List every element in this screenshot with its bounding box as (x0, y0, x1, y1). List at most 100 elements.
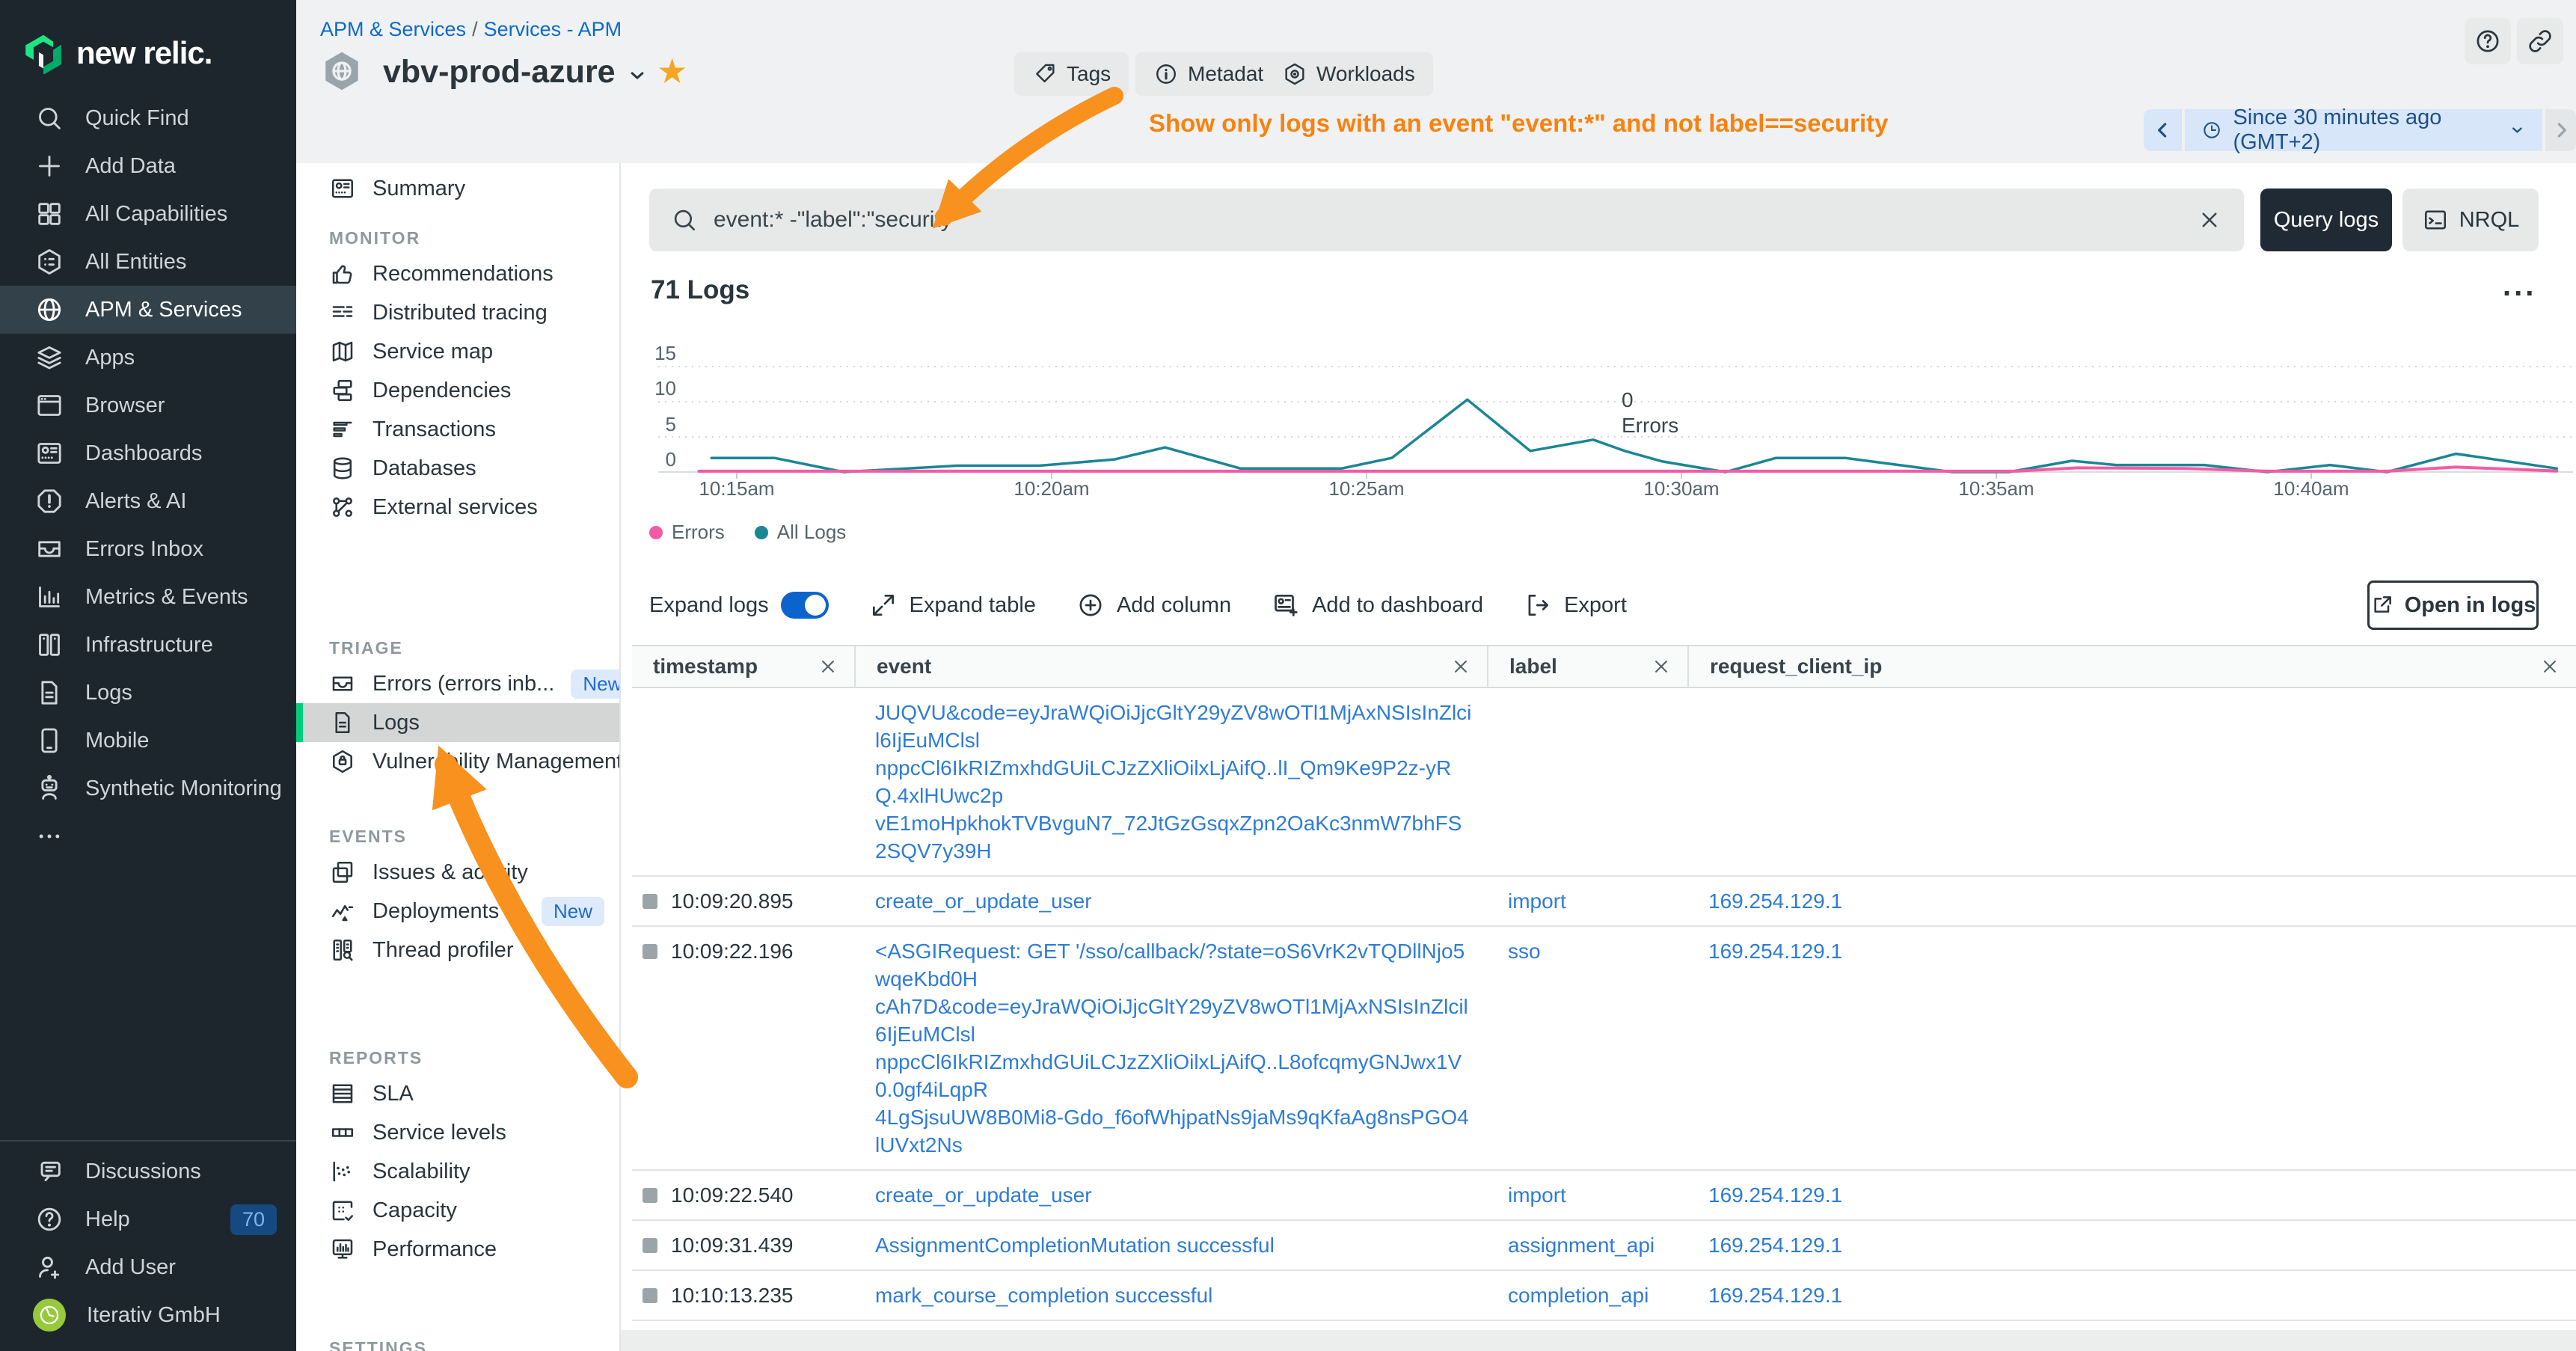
sidebar-item-all-entities[interactable]: All Entities (0, 238, 296, 286)
subnav-item-vulnerability-management[interactable]: Vulnerability Management (296, 742, 619, 781)
log-event-link[interactable]: create_or_update_user (875, 889, 1092, 913)
time-back-button[interactable] (2144, 109, 2183, 151)
subnav-item-logs[interactable]: Logs (296, 703, 619, 742)
log-row[interactable]: 10:09:22.540 create_or_update_user import 1… (632, 1171, 2576, 1221)
sidebar-item-metrics-events[interactable]: Metrics & Events (0, 573, 296, 621)
log-event-link[interactable]: cAh7D&code=eyJraWQiOiJjcGltY29yZV8wOTl1M… (875, 995, 1468, 1046)
time-forward-button[interactable] (2545, 109, 2576, 151)
subnav-item-summary[interactable]: Summary (296, 169, 619, 208)
sidebar-item-alerts-ai[interactable]: Alerts & AI (0, 477, 296, 525)
log-event-link[interactable]: nppcCl6IkRIZmxhdGUiLCJzZXliOilxLjAifQ..L… (875, 1050, 1462, 1101)
sidebar-item-browser[interactable]: Browser (0, 382, 296, 429)
legend-errors[interactable]: Errors (649, 521, 725, 544)
subnav-item-issues-activity[interactable]: Issues & activity (296, 853, 619, 892)
clear-search-icon[interactable] (2196, 206, 2223, 233)
log-event-link[interactable]: mark_course_completion successful (875, 1284, 1213, 1307)
sidebar-item-errors-inbox[interactable]: Errors Inbox (0, 525, 296, 573)
subnav-item-transactions[interactable]: Transactions (296, 410, 619, 449)
expand-logs-toggle[interactable] (780, 592, 829, 619)
log-event-link[interactable]: JUQVU&code=eyJraWQiOiJjcGltY29yZV8wOTl1M… (875, 701, 1472, 752)
log-event-link[interactable]: <ASGIRequest: GET '/sso/callback/?state=… (875, 940, 1465, 990)
sidebar-item-add-data[interactable]: Add Data (0, 142, 296, 190)
subnav-item-scalability[interactable]: Scalability (296, 1152, 619, 1191)
sidebar-item-quick-find[interactable]: Quick Find (0, 94, 296, 142)
log-event-link[interactable]: nppcCl6IkRIZmxhdGUiLCJzZXliOilxLjAifQ..l… (875, 756, 1452, 807)
entity-title[interactable]: vbv-prod-azure (383, 54, 648, 91)
sidebar-item-apm-services[interactable]: APM & Services (0, 286, 296, 334)
sidebar-item-logs[interactable]: Logs (0, 669, 296, 717)
sidebar-item-iterativ-gmbh[interactable]: Iterativ GmbH (0, 1291, 296, 1339)
sidebar-item-discussions[interactable]: Discussions (0, 1148, 296, 1195)
subnav-item-performance[interactable]: Performance (296, 1230, 619, 1269)
sidebar-item-mobile[interactable]: Mobile (0, 717, 296, 765)
subnav-item-deployments[interactable]: Deployments New (296, 892, 619, 931)
sidebar-item-dashboards[interactable]: Dashboards (0, 429, 296, 477)
favorite-star-icon[interactable]: ★ (657, 52, 688, 91)
sidebar-item-infrastructure[interactable]: Infrastructure (0, 621, 296, 669)
subnav-item-recommendations[interactable]: Recommendations (296, 254, 619, 293)
subnav-item-external-services[interactable]: External services (296, 488, 619, 527)
sidebar-item-more[interactable] (0, 812, 296, 860)
breadcrumb[interactable]: APM & Services / Services - APM (320, 18, 622, 40)
sidebar-item-help[interactable]: Help 70 (0, 1195, 296, 1243)
log-client-ip-link[interactable]: 169.254.129.1 (1708, 1284, 1843, 1307)
nrql-button[interactable]: NRQL (2402, 189, 2539, 251)
log-event-link[interactable]: 4LgSjsuUW8B0Mi8-Gdo_f6ofWhjpatNs9jaMs9qK… (875, 1106, 1469, 1157)
query-logs-button[interactable]: Query logs (2260, 189, 2392, 251)
sidebar-item-all-capabilities[interactable]: All Capabilities (0, 190, 296, 238)
chevron-down-icon[interactable] (626, 64, 648, 87)
log-event-link[interactable]: create_or_update_user (875, 1183, 1092, 1207)
open-in-logs-button[interactable]: Open in logs (2367, 580, 2539, 630)
remove-column-icon[interactable] (817, 655, 839, 678)
time-range-button[interactable]: Since 30 minutes ago (GMT+2) (2185, 105, 2543, 154)
tags-button[interactable]: Tags (1014, 52, 1129, 96)
log-event-link[interactable]: vE1moHpkhokTVBvguN7_72JtGzGsqxZpn2OaKc3n… (875, 812, 1462, 863)
remove-column-icon[interactable] (1650, 655, 1672, 678)
add-to-dashboard-button[interactable]: Add to dashboard (1272, 591, 1483, 619)
log-row[interactable]: JUQVU&code=eyJraWQiOiJjcGltY29yZV8wOTl1M… (632, 688, 2576, 877)
logs-search-input[interactable] (714, 207, 2181, 233)
export-button[interactable]: Export (1524, 591, 1627, 619)
subnav-item-databases[interactable]: Databases (296, 449, 619, 488)
remove-column-icon[interactable] (1450, 655, 1472, 678)
help-button[interactable] (2465, 18, 2511, 64)
log-client-ip-link[interactable]: 169.254.129.1 (1708, 1183, 1843, 1207)
legend-all-logs[interactable]: All Logs (754, 521, 846, 544)
log-row[interactable]: 10:10:13.235 mark_course_completion succe… (632, 1271, 2576, 1321)
breadcrumb-services[interactable]: Services - APM (483, 18, 622, 40)
subnav-item-capacity[interactable]: Capacity (296, 1191, 619, 1230)
log-label-link[interactable]: import (1508, 1183, 1566, 1207)
breadcrumb-apm[interactable]: APM & Services (320, 18, 467, 40)
sidebar-item-apps[interactable]: Apps (0, 334, 296, 382)
log-event-link[interactable]: AssignmentCompletionMutation successful (875, 1234, 1275, 1257)
log-label-link[interactable]: import (1508, 889, 1566, 913)
sidebar-item-label: Infrastructure (85, 632, 213, 657)
log-label-link[interactable]: assignment_api (1508, 1234, 1655, 1257)
logs-timeseries-chart[interactable] (658, 340, 2573, 501)
log-row[interactable]: 10:09:31.439 AssignmentCompletionMutation… (632, 1221, 2576, 1271)
subnav-item-service-levels[interactable]: Service levels (296, 1113, 619, 1152)
subnav-item-errors-errors-inb[interactable]: Errors (errors inb... New (296, 664, 619, 703)
chart-more-menu[interactable]: ... (2503, 269, 2537, 302)
log-client-ip-link[interactable]: 169.254.129.1 (1708, 889, 1843, 913)
sidebar-item-synthetic-monitoring[interactable]: Synthetic Monitoring (0, 765, 296, 812)
sidebar-item-add-user[interactable]: Add User (0, 1243, 296, 1291)
log-label-link[interactable]: sso (1508, 940, 1541, 963)
log-client-ip-link[interactable]: 169.254.129.1 (1708, 940, 1843, 963)
log-client-ip-link[interactable]: 169.254.129.1 (1708, 1234, 1843, 1257)
subnav-item-dependencies[interactable]: Dependencies (296, 371, 619, 410)
subnav-item-sla[interactable]: SLA (296, 1074, 619, 1113)
workloads-button[interactable]: Workloads (1264, 52, 1433, 96)
add-column-button[interactable]: Add column (1076, 591, 1231, 619)
log-row[interactable]: 10:09:20.895 create_or_update_user import 1… (632, 877, 2576, 927)
subnav-item-thread-profiler[interactable]: Thread profiler (296, 931, 619, 969)
log-row[interactable]: 10:09:22.196 <ASGIRequest: GET '/sso/call… (632, 927, 2576, 1171)
new-relic-logo[interactable]: new relic. (0, 0, 296, 82)
expand-table-button[interactable]: Expand table (869, 591, 1036, 619)
subnav-item-distributed-tracing[interactable]: Distributed tracing (296, 293, 619, 332)
remove-column-icon[interactable] (2539, 655, 2561, 678)
log-label-link[interactable]: completion_api (1508, 1284, 1649, 1307)
adduser-icon (34, 1252, 64, 1282)
subnav-item-service-map[interactable]: Service map (296, 332, 619, 371)
permalink-button[interactable] (2517, 18, 2563, 64)
